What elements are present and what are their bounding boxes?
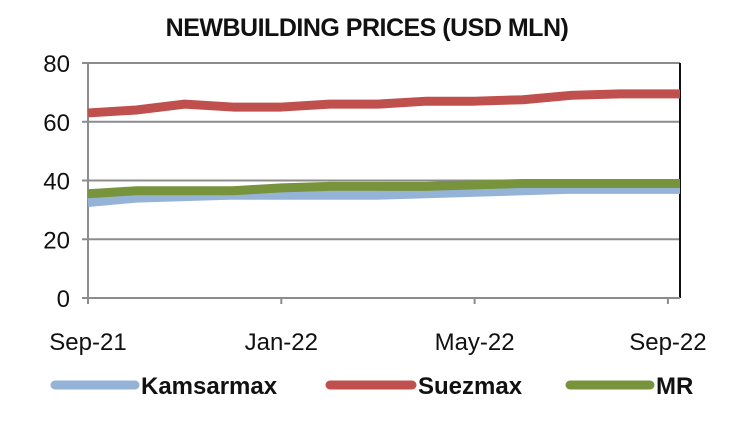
chart-title: NEWBUILDING PRICES (USD MLN): [165, 14, 569, 42]
legend-label-mr: MR: [656, 373, 693, 400]
legend-label-suezmax: Suezmax: [418, 373, 523, 400]
y-tick-label: 40: [43, 169, 70, 196]
x-tick-label: May-22: [435, 329, 515, 356]
y-tick-label: 60: [43, 110, 70, 137]
series-line-kamsarmax: [87, 184, 680, 208]
y-tick-label: 20: [43, 227, 70, 254]
x-tick-label: Sep-21: [49, 329, 126, 356]
y-tick-label: 80: [43, 51, 70, 78]
legend-label-kamsarmax: Kamsarmax: [141, 373, 278, 400]
y-tick-label: 0: [57, 286, 70, 313]
series-line-suezmax: [87, 89, 680, 118]
series-line-mr: [87, 178, 680, 199]
x-tick-label: Jan-22: [245, 329, 318, 356]
x-tick-label: Sep-22: [629, 329, 706, 356]
